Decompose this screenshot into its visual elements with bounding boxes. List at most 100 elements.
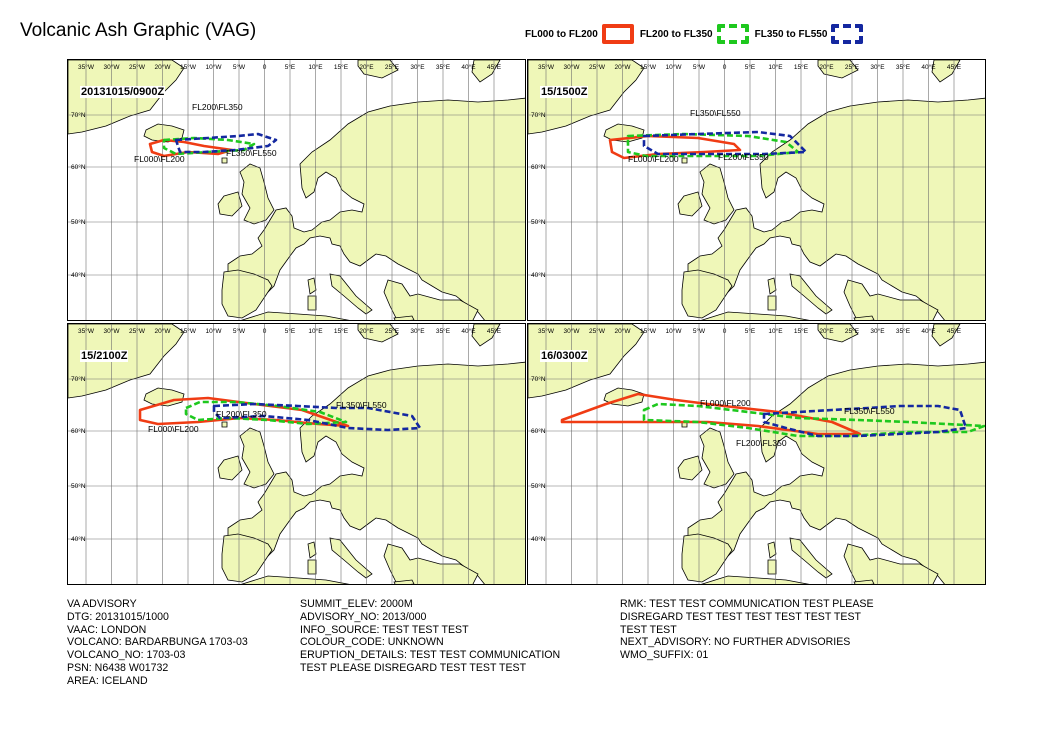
legend: FL000 to FL200 FL200 to FL350 FL350 to F… xyxy=(525,24,869,44)
graticule xyxy=(528,60,985,320)
advisory-line: DISREGARD TEST TEST TEST TEST TEST TEST xyxy=(620,610,861,623)
lon-tick-label: 25°W xyxy=(589,63,606,71)
map-canvas-1: 35°W 30°W 25°W 20°W 15°W 10°W 5°W 0 5°E 10°E 15°E 2… xyxy=(68,60,525,320)
land-svalbard xyxy=(817,60,859,79)
graticule xyxy=(68,324,525,584)
lat-tick-label: 50°N xyxy=(531,482,546,490)
lon-tick-label: 25°E xyxy=(385,63,400,71)
lon-tick-label: 30°E xyxy=(410,327,425,335)
lat-tick-label: 40°N xyxy=(531,535,546,543)
lon-tick-label: 35°W xyxy=(78,327,95,335)
map-panel-3[interactable]: 35°W 30°W 25°W 20°W 15°W 10°W 5°W 0 5°E 10°E 15°E 2… xyxy=(67,323,526,585)
flight-level-label: FL350\FL550 xyxy=(336,400,387,410)
lon-tick-label: 25°W xyxy=(589,327,606,335)
land-corsica xyxy=(307,277,317,295)
advisory-column-3: RMK: TEST TEST COMMUNICATION TEST PLEASE… xyxy=(620,598,874,662)
lon-tick-label: 10°E xyxy=(768,327,783,335)
lat-tick-label: 70°N xyxy=(71,111,86,119)
advisory-line: VA ADVISORY xyxy=(67,598,137,610)
advisory-line: COLOUR_CODE: UNKNOWN xyxy=(300,636,444,649)
land-sardinia xyxy=(307,295,317,311)
lon-tick-label: 0 xyxy=(723,64,727,71)
graticule xyxy=(528,324,985,584)
lon-tick-label: 30°W xyxy=(104,327,121,335)
lat-tick-label: 70°N xyxy=(531,375,546,383)
lon-tick-label: 40°E xyxy=(921,327,936,335)
land-corsica xyxy=(307,541,317,559)
land-iberia xyxy=(681,269,733,319)
lon-tick-label: 5°E xyxy=(745,63,756,71)
land-great-britain xyxy=(699,427,735,489)
lon-tick-label: 25°W xyxy=(129,327,146,335)
land-africa xyxy=(241,575,350,584)
page-title: Volcanic Ash Graphic (VAG) xyxy=(20,20,257,41)
flight-level-label: FL350\FL550 xyxy=(844,406,895,416)
lat-tick-label: 50°N xyxy=(71,482,86,490)
lon-tick-label: 40°E xyxy=(921,63,936,71)
land-sardinia xyxy=(307,559,317,575)
land-corsica xyxy=(767,277,777,295)
advisory-line: INFO_SOURCE: TEST TEST TEST xyxy=(300,623,469,636)
lon-tick-label: 30°W xyxy=(564,327,581,335)
land-italy xyxy=(789,537,833,579)
land-greece-turkey xyxy=(843,543,939,584)
land-ireland xyxy=(217,191,243,217)
lat-tick-label: 40°N xyxy=(531,271,546,279)
land-novaya-zemlya xyxy=(931,324,961,347)
lon-tick-label: 25°W xyxy=(129,63,146,71)
flight-level-label: FL000\FL200 xyxy=(628,154,679,164)
map-panel-4[interactable]: 35°W 30°W 25°W 20°W 15°W 10°W 5°W 0 5°E 10°E 15°E 2… xyxy=(527,323,986,585)
lon-tick-label: 35°E xyxy=(896,327,911,335)
flight-level-label: FL000\FL200 xyxy=(700,398,751,408)
lon-tick-label: 20°W xyxy=(155,63,172,71)
land-crete xyxy=(853,315,875,320)
land-sardinia xyxy=(767,559,777,575)
lon-tick-label: 45°E xyxy=(947,63,962,71)
lon-tick-label: 45°E xyxy=(487,63,502,71)
lat-tick-label: 50°N xyxy=(71,218,86,226)
lon-tick-label: 10°W xyxy=(206,63,223,71)
flight-level-label: FL000\FL200 xyxy=(134,154,185,164)
advisory-line: DTG: 20131015/1000 xyxy=(67,610,169,623)
advisory-column-1: VA ADVISORY DTG: 20131015/1000 VAAC: LON… xyxy=(67,598,248,688)
land-ireland xyxy=(677,191,703,217)
land-novaya-zemlya xyxy=(931,60,961,83)
map-panel-1[interactable]: 35°W 30°W 25°W 20°W 15°W 10°W 5°W 0 5°E 10°E 15°E 2… xyxy=(67,59,526,321)
land-great-britain xyxy=(239,427,275,489)
land-ireland xyxy=(217,455,243,481)
flight-level-label: FL200\FL350 xyxy=(216,409,267,419)
lon-tick-label: 10°W xyxy=(666,63,683,71)
lon-tick-label: 15°E xyxy=(334,327,349,335)
lon-tick-label: 30°W xyxy=(564,63,581,71)
land-africa xyxy=(241,311,350,320)
lat-tick-label: 70°N xyxy=(531,111,546,119)
lon-tick-label: 10°E xyxy=(308,63,323,71)
land-svalbard xyxy=(357,324,399,343)
ash-area-blue xyxy=(174,132,278,154)
land-crete xyxy=(393,579,415,584)
land-greece-turkey xyxy=(843,279,939,320)
lon-tick-label: 0 xyxy=(263,64,267,71)
lon-tick-label: 45°E xyxy=(487,327,502,335)
lon-tick-label: 5°E xyxy=(285,327,296,335)
map-canvas-3: 35°W 30°W 25°W 20°W 15°W 10°W 5°W 0 5°E 10°E 15°E 2… xyxy=(68,324,525,584)
lon-tick-label: 25°E xyxy=(845,63,860,71)
advisory-line: RMK: TEST TEST COMMUNICATION TEST PLEASE xyxy=(620,598,874,610)
lon-tick-label: 15°E xyxy=(794,327,809,335)
lon-tick-label: 5°E xyxy=(745,327,756,335)
advisory-line: TEST PLEASE DISREGARD TEST TEST TEST xyxy=(300,661,527,674)
lon-tick-label: 15°W xyxy=(180,63,197,71)
land-crete xyxy=(393,315,415,320)
legend-swatch-fl350-fl550 xyxy=(831,24,864,44)
lon-tick-label: 35°W xyxy=(538,327,555,335)
advisory-line: VOLCANO: BARDARBUNGA 1703-03 xyxy=(67,636,248,649)
map-panel-2[interactable]: 35°W 30°W 25°W 20°W 15°W 10°W 5°W 0 5°E 10°E 15°E 2… xyxy=(527,59,986,321)
advisory-line: TEST TEST xyxy=(620,623,677,636)
advisory-line: ADVISORY_NO: 2013/000 xyxy=(300,610,427,623)
land-scandinavia-russia xyxy=(227,361,525,584)
lon-tick-label: 0 xyxy=(723,328,727,335)
lon-tick-label: 35°E xyxy=(436,63,451,71)
ash-area-blue xyxy=(212,402,422,432)
land-novaya-zemlya xyxy=(471,60,501,83)
land-italy xyxy=(329,537,373,579)
